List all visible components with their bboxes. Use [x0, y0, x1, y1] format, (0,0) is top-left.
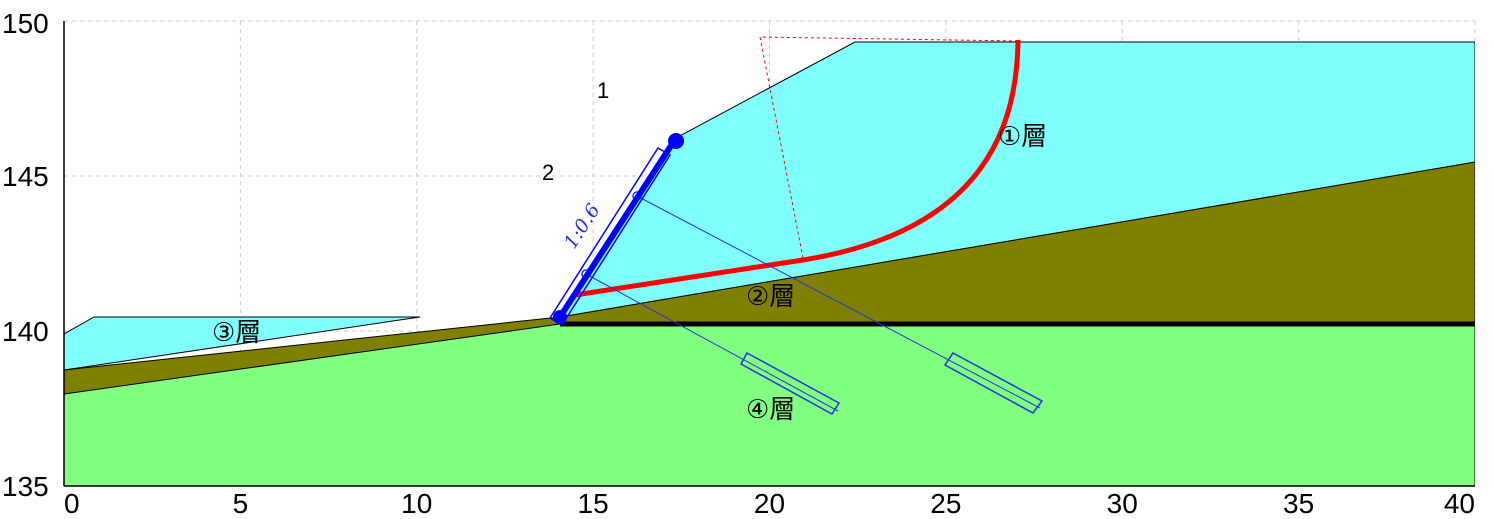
soil-layers: [64, 41, 1475, 486]
y-tick-label: 150: [2, 8, 49, 39]
x-axis-ticks: 0 5 10 15 20 25 30 35 40: [64, 488, 1475, 519]
x-tick-label: 10: [401, 488, 432, 519]
anchor-line-upper: [636, 195, 1041, 409]
wall-toe-node: [553, 310, 567, 324]
anchor-body-lower: [739, 351, 841, 415]
wall-top-node: [668, 133, 684, 149]
x-tick-label: 15: [578, 488, 609, 519]
point-label-2: 2: [542, 160, 554, 185]
x-tick-label: 25: [930, 488, 961, 519]
x-tick-label: 40: [1444, 488, 1475, 519]
x-tick-label: 20: [754, 488, 785, 519]
layer-label-3: ③層: [212, 317, 261, 347]
y-tick-label: 135: [2, 471, 49, 502]
slip-circle-construction-line: [759, 36, 1019, 259]
x-tick-label: 35: [1283, 488, 1314, 519]
layer-3-region: [64, 316, 421, 371]
point-label-1: 1: [597, 78, 609, 103]
y-axis-ticks: 135 140 145 150: [2, 8, 49, 502]
anchor-body-upper: [943, 352, 1044, 414]
slope-ratio-label: 1:0.6: [560, 200, 605, 253]
layer-label-2: ②層: [746, 281, 795, 311]
y-tick-label: 140: [2, 316, 49, 347]
wall-face: [557, 136, 679, 319]
anchor-line-lower: [585, 273, 839, 412]
y-tick-label: 145: [2, 161, 49, 192]
layer-label-1: ①層: [998, 121, 1047, 151]
x-tick-label: 0: [64, 488, 80, 519]
x-tick-label: 5: [233, 488, 249, 519]
x-tick-label: 30: [1107, 488, 1138, 519]
layer-label-4: ④層: [746, 394, 795, 424]
retaining-wall: [548, 133, 684, 327]
slip-surface: [574, 39, 1021, 298]
